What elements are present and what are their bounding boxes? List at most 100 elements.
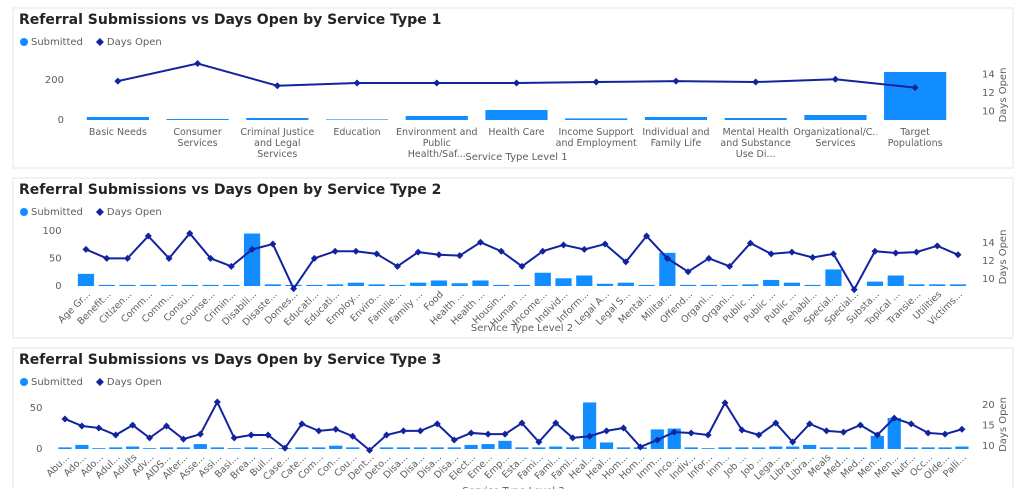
line-marker xyxy=(144,232,152,240)
line-marker xyxy=(839,428,847,436)
bar xyxy=(166,119,229,120)
legend-marker xyxy=(20,38,28,46)
bar xyxy=(786,446,800,449)
bar xyxy=(742,284,759,286)
x-tick-label: Income Support and Employment xyxy=(555,127,637,149)
bar xyxy=(451,283,468,286)
bar xyxy=(825,269,842,286)
bar xyxy=(680,284,697,286)
chart-title: Referral Submissions vs Days Open by Ser… xyxy=(19,352,441,368)
line-marker xyxy=(806,420,814,428)
bar xyxy=(532,447,546,449)
bar xyxy=(929,284,946,286)
bar xyxy=(142,448,157,449)
line-marker xyxy=(560,241,568,249)
line-marker xyxy=(61,415,69,423)
bar xyxy=(866,281,884,286)
line-marker xyxy=(670,428,678,436)
visual-panel xyxy=(12,347,1014,489)
bar xyxy=(246,118,309,120)
y-tick-label: 200 xyxy=(45,75,64,86)
x-tick-label-box: Consumer Services xyxy=(173,127,221,149)
bar xyxy=(783,282,801,286)
bar xyxy=(616,447,631,449)
bar xyxy=(193,444,207,449)
bar xyxy=(498,440,512,449)
x-tick-label-box: Criminal Justice and Legal Services xyxy=(240,127,315,157)
line-marker xyxy=(264,431,272,439)
line-marker xyxy=(248,245,256,253)
x-tick-label: Criminal Justice and Legal Services xyxy=(240,127,315,157)
visual-panel xyxy=(12,7,1014,169)
line-marker xyxy=(194,60,202,68)
line-marker xyxy=(456,252,464,260)
bar xyxy=(555,278,572,286)
line-marker xyxy=(416,427,424,435)
x-tick-label-box: Basic Needs xyxy=(89,127,147,138)
x-tick-label-box: Health Care xyxy=(488,127,545,138)
bar xyxy=(836,447,851,449)
bar xyxy=(938,447,952,449)
x-tick-label-box: Mental Health and Substance Use Di... xyxy=(720,127,791,157)
line-marker xyxy=(433,79,441,87)
bar xyxy=(98,284,115,286)
bar xyxy=(718,447,732,449)
line-marker xyxy=(230,434,238,442)
bar xyxy=(160,284,178,286)
bar xyxy=(347,282,364,286)
line-marker xyxy=(331,247,339,255)
line-marker xyxy=(476,238,484,246)
bar xyxy=(86,117,149,120)
bar xyxy=(202,284,219,286)
line-marker xyxy=(755,431,763,439)
line-marker xyxy=(353,79,361,87)
line-marker xyxy=(207,254,215,262)
line-marker xyxy=(636,443,644,451)
x-tick-label-box: Income Support and Employment xyxy=(555,127,637,149)
y2-axis-title: Days Open xyxy=(998,230,1009,285)
chart-title: Referral Submissions vs Days Open by Ser… xyxy=(19,12,441,28)
bar xyxy=(264,284,281,286)
line-marker xyxy=(726,262,734,270)
line-marker xyxy=(269,240,277,248)
line-marker xyxy=(310,254,318,262)
line-marker xyxy=(856,421,864,429)
x-axis-title: Service Type Level 1 xyxy=(465,152,567,163)
bar xyxy=(515,447,529,449)
x-tick-label: Health Care xyxy=(488,127,545,138)
bar xyxy=(576,275,593,286)
x-axis-title: Service Type Level 3 xyxy=(462,486,564,489)
bar xyxy=(244,447,258,449)
line-marker xyxy=(352,247,360,255)
y-tick-label: 50 xyxy=(30,403,43,414)
bar xyxy=(763,279,780,286)
line-marker xyxy=(622,258,630,266)
line-marker xyxy=(163,422,171,430)
x-tick-label-box: Education xyxy=(333,127,380,138)
bar xyxy=(176,447,191,449)
line-marker xyxy=(619,424,627,432)
x-tick-label: Target Populations xyxy=(887,127,943,149)
line-marker xyxy=(892,249,900,257)
y2-tick-label: 20 xyxy=(982,400,995,411)
line-marker xyxy=(788,248,796,256)
legend-label: Submitted xyxy=(31,207,83,218)
bar xyxy=(955,446,969,449)
x-axis-title: Service Type Level 2 xyxy=(471,323,573,334)
line-marker xyxy=(366,446,374,454)
legend-label: Days Open xyxy=(107,207,162,218)
bar xyxy=(804,115,867,120)
line xyxy=(64,399,963,452)
y2-tick-label: 10 xyxy=(982,107,995,118)
line-marker xyxy=(433,420,441,428)
more-options[interactable]: ⋯ xyxy=(412,16,422,27)
line-marker xyxy=(569,434,577,442)
line-marker xyxy=(653,436,661,444)
line-marker xyxy=(450,436,458,444)
line-marker xyxy=(772,419,780,427)
bar xyxy=(396,447,411,449)
line-marker xyxy=(535,438,543,446)
line-marker xyxy=(601,240,609,248)
line-marker xyxy=(513,79,520,87)
y-tick-label: 0 xyxy=(36,444,42,455)
